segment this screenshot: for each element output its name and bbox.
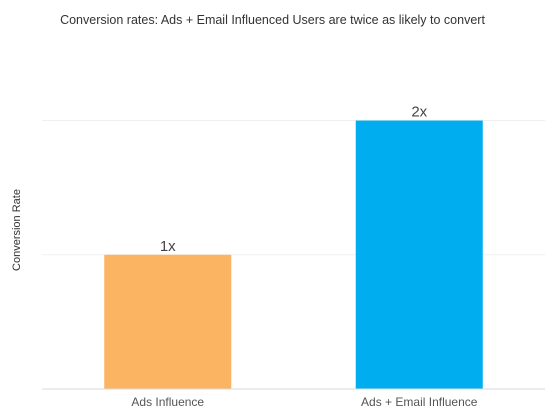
bar-2[interactable] [355,120,483,390]
x-tick-label-1: Ads Influence [131,395,204,409]
data-label-2: 2x [411,104,427,121]
data-label-1: 1x [160,238,176,255]
x-tick-label-2: Ads + Email Influence [361,395,478,409]
bar-1[interactable] [104,254,232,389]
chart-title: Conversion rates: Ads + Email Influenced… [60,13,485,27]
